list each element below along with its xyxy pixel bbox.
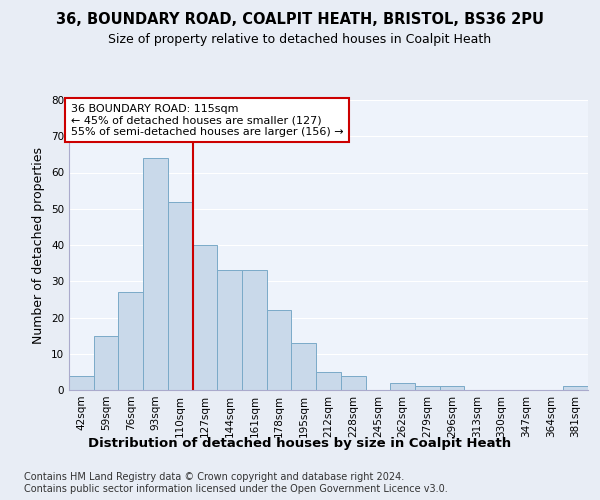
Bar xyxy=(316,372,341,390)
Bar xyxy=(563,386,588,390)
Text: 36 BOUNDARY ROAD: 115sqm
← 45% of detached houses are smaller (127)
55% of semi-: 36 BOUNDARY ROAD: 115sqm ← 45% of detach… xyxy=(71,104,344,137)
Y-axis label: Number of detached properties: Number of detached properties xyxy=(32,146,46,344)
Bar xyxy=(118,292,143,390)
Bar xyxy=(69,376,94,390)
Bar xyxy=(94,336,118,390)
Text: Distribution of detached houses by size in Coalpit Heath: Distribution of detached houses by size … xyxy=(88,438,512,450)
Text: Size of property relative to detached houses in Coalpit Heath: Size of property relative to detached ho… xyxy=(109,32,491,46)
Bar xyxy=(193,245,217,390)
Text: Contains HM Land Registry data © Crown copyright and database right 2024.: Contains HM Land Registry data © Crown c… xyxy=(24,472,404,482)
Text: Contains public sector information licensed under the Open Government Licence v3: Contains public sector information licen… xyxy=(24,484,448,494)
Bar xyxy=(292,343,316,390)
Bar xyxy=(341,376,365,390)
Bar xyxy=(168,202,193,390)
Bar xyxy=(415,386,440,390)
Bar xyxy=(143,158,168,390)
Bar xyxy=(267,310,292,390)
Bar xyxy=(242,270,267,390)
Bar xyxy=(217,270,242,390)
Bar xyxy=(440,386,464,390)
Text: 36, BOUNDARY ROAD, COALPIT HEATH, BRISTOL, BS36 2PU: 36, BOUNDARY ROAD, COALPIT HEATH, BRISTO… xyxy=(56,12,544,28)
Bar xyxy=(390,383,415,390)
